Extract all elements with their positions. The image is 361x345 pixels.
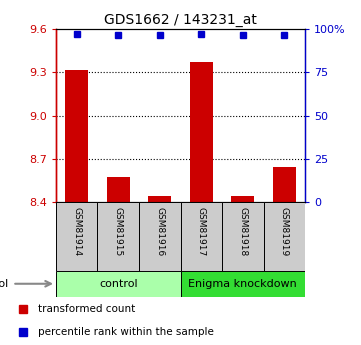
Text: GSM81914: GSM81914 [72,207,81,256]
Text: GSM81919: GSM81919 [280,207,289,257]
Bar [180,202,222,271]
Text: control: control [99,279,138,289]
Bar [148,196,171,202]
Text: Enigma knockdown: Enigma knockdown [188,279,297,289]
Bar [139,202,180,271]
Bar [222,202,264,271]
Text: percentile rank within the sample: percentile rank within the sample [38,327,214,337]
Bar [107,177,130,202]
Bar [56,202,97,271]
Bar [264,202,305,271]
Bar [190,62,213,202]
Text: protocol: protocol [0,279,8,289]
Text: GSM81918: GSM81918 [238,207,247,257]
Text: GSM81917: GSM81917 [197,207,206,257]
Bar [65,70,88,202]
Bar [97,202,139,271]
Text: GSM81916: GSM81916 [155,207,164,257]
Bar [56,271,180,297]
Text: GSM81915: GSM81915 [114,207,123,257]
Bar [180,271,305,297]
Bar [231,196,254,202]
Text: transformed count: transformed count [38,305,135,314]
Title: GDS1662 / 143231_at: GDS1662 / 143231_at [104,13,257,27]
Bar [273,167,296,202]
